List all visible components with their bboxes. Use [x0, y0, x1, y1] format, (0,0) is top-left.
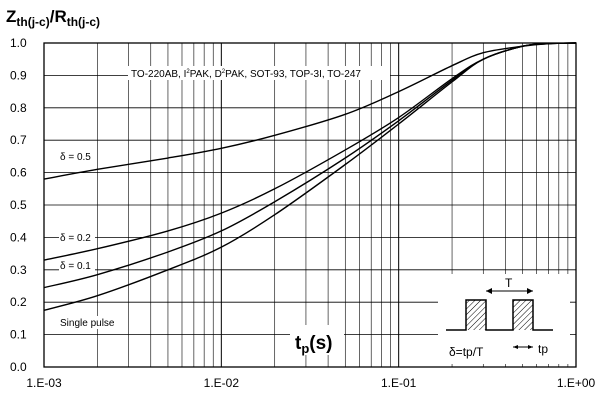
series-line-0 — [43, 42, 577, 180]
duty-formula: δ=tp/T — [449, 345, 484, 359]
series-labels: δ = 0.5 δ = 0.2 δ = 0.1 Single pulse — [59, 150, 117, 329]
period-arrowhead-right — [527, 288, 533, 294]
series-line-3 — [43, 42, 577, 311]
y-tick-label: 1.0 — [10, 36, 27, 50]
pulse-2-hatch — [513, 300, 533, 330]
x-tick-label: 1.E-02 — [204, 376, 240, 390]
y-tick-label: 0.1 — [10, 328, 27, 342]
series-label-1: δ = 0.2 — [60, 233, 91, 244]
y-tick-label: 0.0 — [10, 360, 27, 374]
y-tick-label: 0.8 — [10, 101, 27, 115]
pulse-1-hatch — [466, 300, 486, 330]
pulse-inset: T δ=tp/T tp — [438, 274, 570, 364]
y-tick-label: 0.6 — [10, 166, 27, 180]
chart-title: Zth(j-c)/Rth(j-c) — [6, 7, 100, 29]
package-note: TO-220AB, I2PAK, D2PAK, SOT-93, TOP-3I, … — [128, 66, 390, 80]
y-tick-label: 0.2 — [10, 295, 27, 309]
y-tick-label: 0.3 — [10, 263, 27, 277]
svg-text:tp(s): tp(s) — [295, 333, 333, 356]
y-tick-label: 0.5 — [10, 198, 27, 212]
x-tick-label: 1.E-01 — [381, 376, 417, 390]
series-label-3: Single pulse — [60, 318, 115, 329]
period-label: T — [505, 276, 513, 290]
pulse-width-label: tp — [538, 342, 548, 356]
series-label-2: δ = 0.1 — [60, 261, 91, 272]
package-note-text: TO-220AB, I2PAK, D2PAK, SOT-93, TOP-3I, … — [131, 69, 361, 80]
pulse-arrowhead-right — [528, 345, 533, 349]
y-tick-label: 0.9 — [10, 68, 27, 82]
y-axis-tick-labels: 0.0 0.1 0.2 0.3 0.4 0.5 0.6 0.7 0.8 0.9 1.0 — [10, 36, 27, 374]
pulse-arrowhead-left — [513, 345, 518, 349]
x-axis-label: tp(s) — [290, 325, 344, 356]
x-axis-tick-labels: 1.E-03 1.E-02 1.E-01 1.E+00 — [26, 376, 595, 390]
series-group — [43, 42, 577, 311]
inset-background — [438, 274, 570, 364]
series-label-0: δ = 0.5 — [60, 152, 91, 163]
x-tick-label: 1.E+00 — [557, 376, 596, 390]
pulse-waveform — [446, 299, 553, 331]
period-arrowhead-left — [486, 288, 492, 294]
y-tick-label: 0.7 — [10, 133, 27, 147]
plot-frame — [43, 42, 577, 368]
y-tick-label: 0.4 — [10, 230, 27, 244]
x-tick-label: 1.E-03 — [26, 376, 62, 390]
